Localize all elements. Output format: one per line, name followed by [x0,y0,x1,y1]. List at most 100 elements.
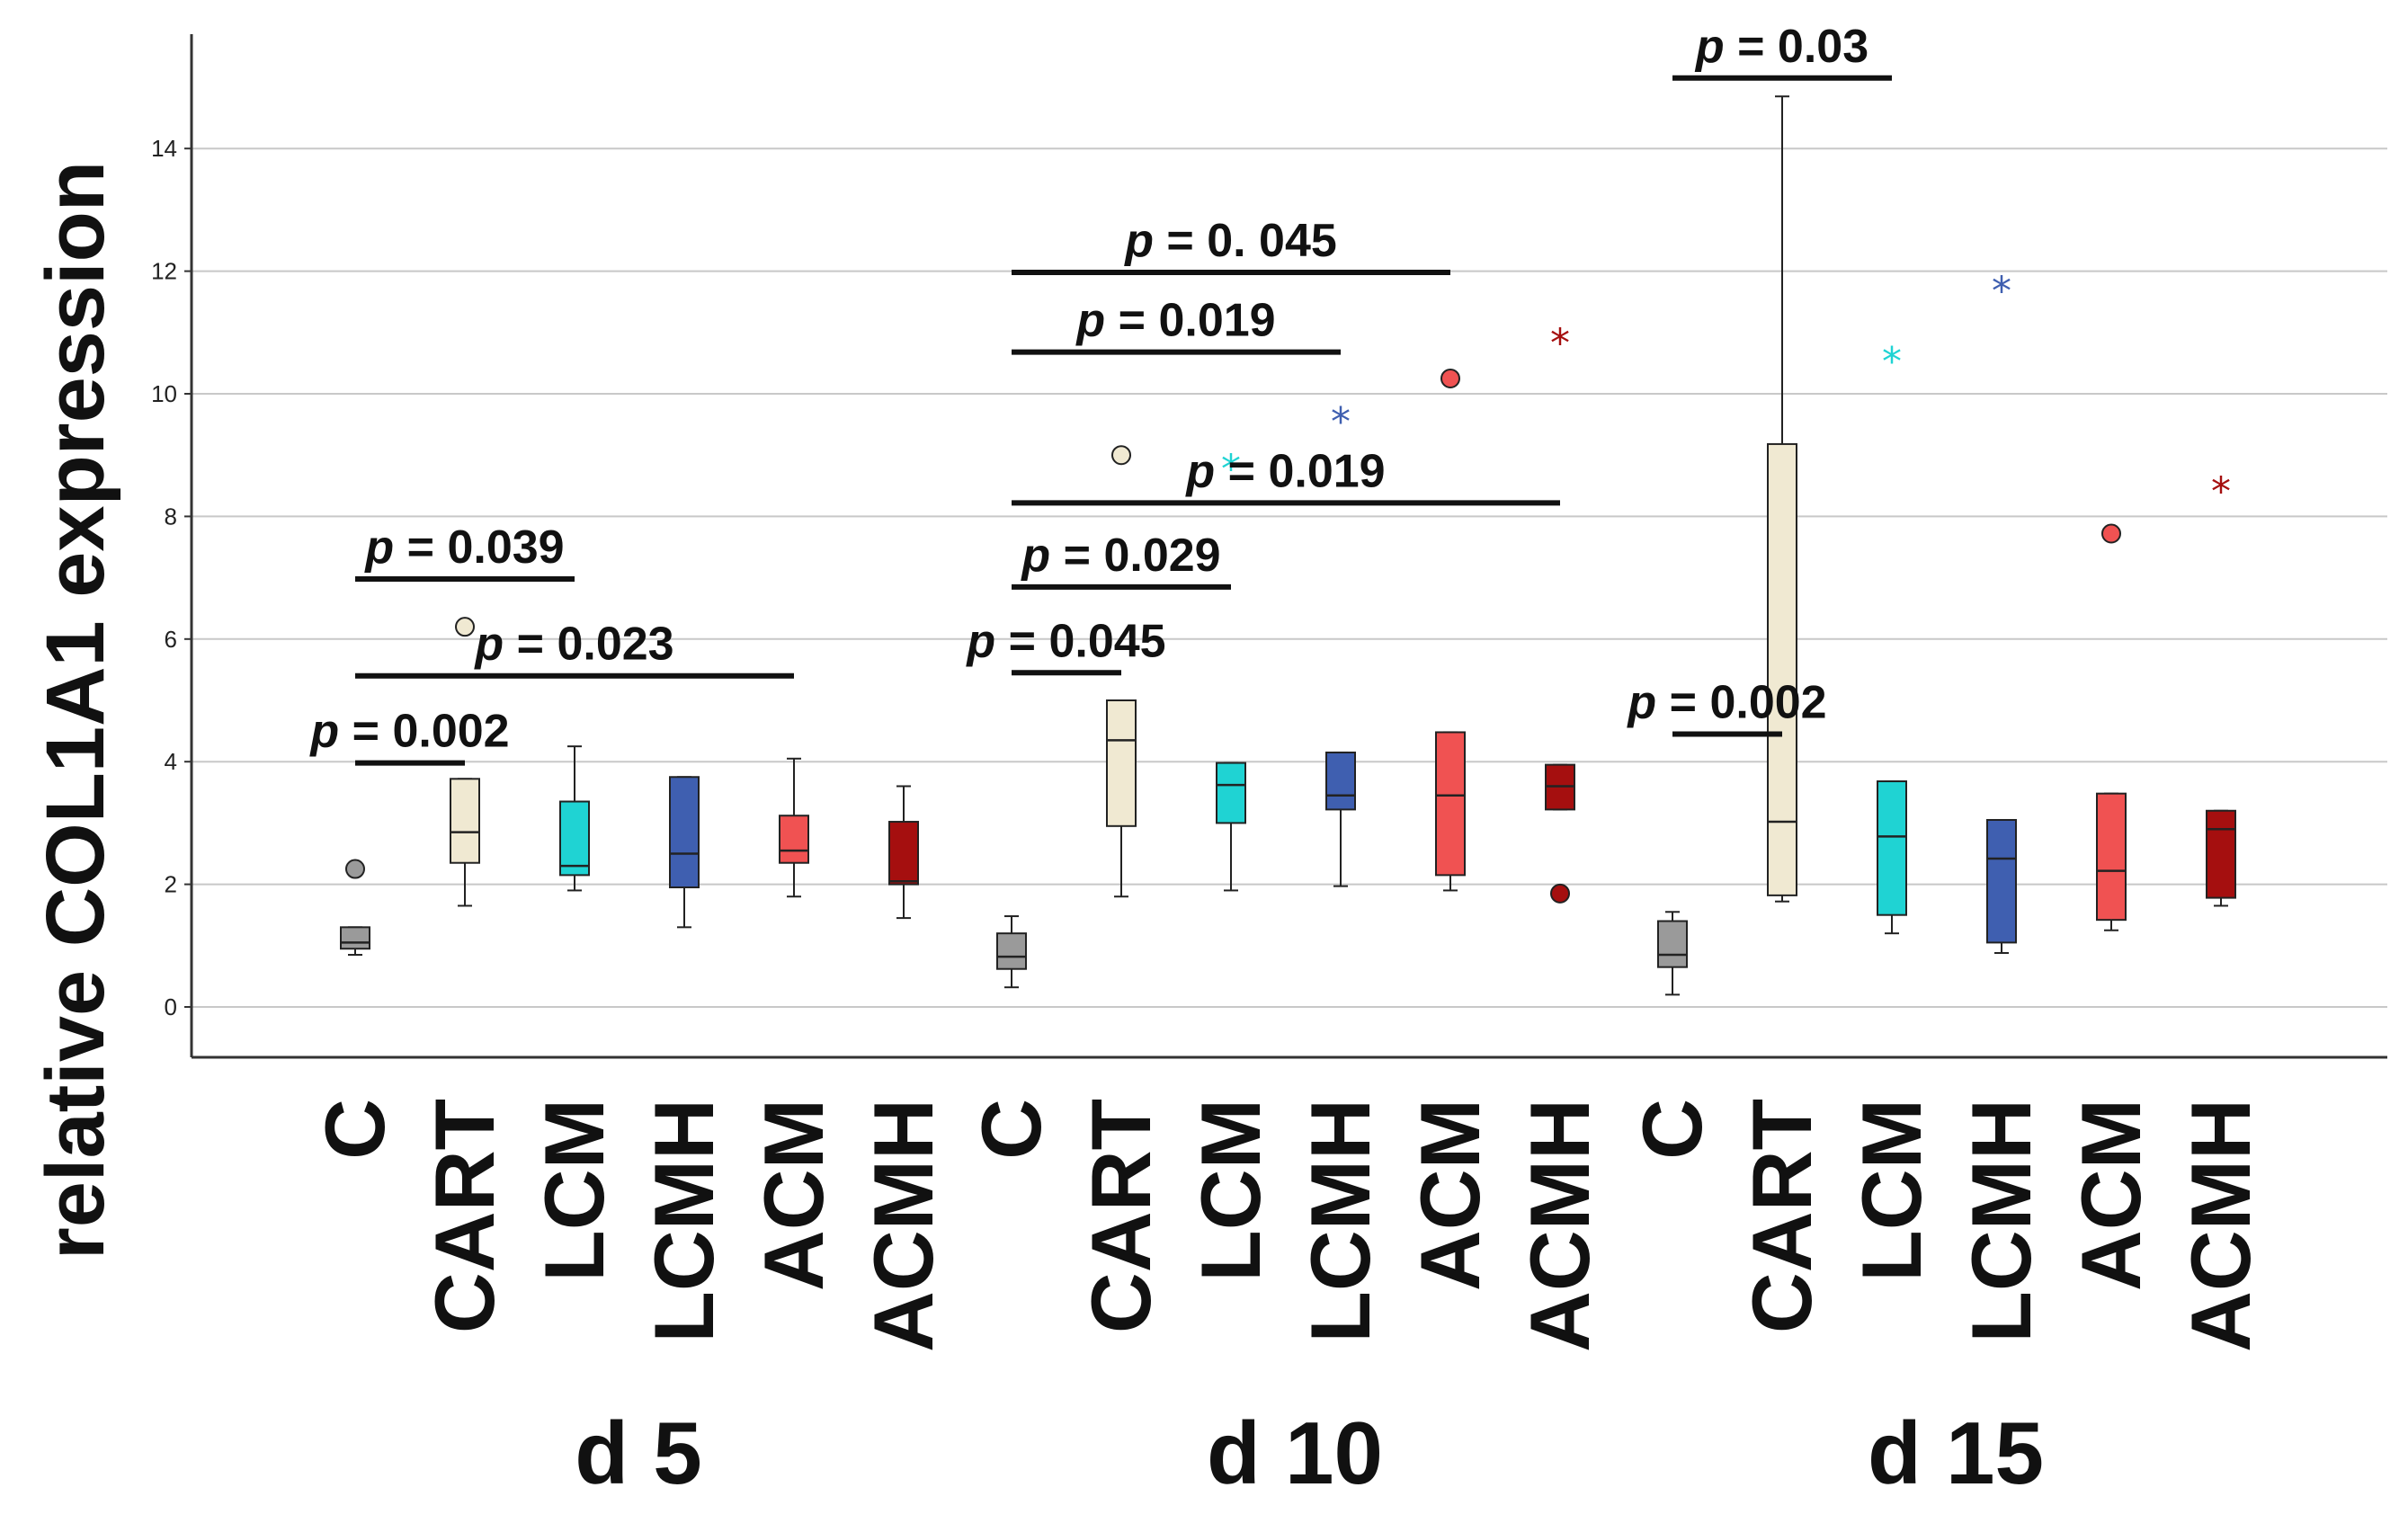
category-label: C [308,1099,402,1160]
box-iqr [779,815,809,864]
box-iqr [2096,792,2127,922]
box-iqr [1435,731,1466,877]
p-value: = 0.03 [1725,21,1868,73]
box-d5-C [340,859,370,957]
category-label: ACMH [1512,1099,1607,1352]
p-value: = 0.045 [995,615,1165,667]
day-label: d 10 [1207,1403,1383,1502]
box-d10-LCM: * [1216,446,1246,892]
significance-annotation: p = 0.002 [308,706,510,766]
outlier-circle [2101,523,2121,544]
outlier-star: * [1882,339,1902,385]
box-series: * * * * * * [340,95,2236,996]
box-iqr [450,778,480,864]
box-d15-C [1657,911,1688,996]
category-label: C [964,1099,1058,1160]
p-value: = 0.023 [504,619,673,671]
day-label: d 15 [1868,1403,2044,1502]
category-label: LCMH [1293,1099,1387,1343]
y-tick-label: 8 [165,503,177,530]
p-value: = 0. 045 [1154,215,1337,267]
box-d15-CART [1767,95,1797,903]
box-d15-ACMH: * [2206,469,2236,907]
significance-label: p = 0.002 [1626,677,1826,729]
significance-label: p = 0.019 [1184,445,1385,497]
p-value: = 0.019 [1215,445,1385,497]
category-label: LCMH [1954,1099,2048,1343]
box-d10-CART [1106,445,1137,898]
box-iqr [1877,780,1907,916]
p-symbol: p [1020,530,1050,582]
significance-label: p = 0. 045 [1123,215,1337,267]
day-label: d 5 [575,1403,702,1502]
p-symbol: p [1075,295,1105,347]
outlier-star: * [2211,469,2231,515]
significance-annotation: p = 0.045 [965,615,1166,676]
significance-label: p = 0.019 [1075,295,1275,347]
p-symbol: p [363,521,394,574]
box-d5-CART [450,617,480,907]
p-symbol: p [473,619,504,671]
outlier-circle [345,859,365,879]
p-value: = 0.019 [1105,295,1275,347]
p-symbol: p [1184,445,1215,497]
box-d10-LCMH: * [1325,399,1356,887]
category-label: CART [417,1099,512,1333]
p-symbol: p [1694,21,1725,73]
p-value: = 0.002 [1656,677,1826,729]
box-iqr [340,926,370,950]
outlier-circle [1111,445,1131,466]
significance-annotation: p = 0.019 [1012,445,1560,506]
y-tick-labels: 0 2 4 6 8 10 12 14 [151,135,192,1020]
y-tick-label: 2 [165,871,177,898]
significance-label: p = 0.023 [473,619,673,671]
significance-annotation: p = 0.03 [1672,21,1892,81]
significance-annotation: p = 0.019 [1012,295,1341,355]
p-symbol: p [1626,677,1656,729]
box-iqr [669,776,700,889]
category-label: ACMH [856,1099,950,1352]
p-symbol: p [1123,215,1154,267]
box-d10-ACM [1435,368,1466,892]
p-value: = 0.002 [339,706,509,758]
day-group-labels: d 5 d 10 d 15 [575,1403,2044,1502]
category-label: LCMH [637,1099,731,1343]
significance-label: p = 0.002 [308,706,509,758]
outlier-star: * [1550,321,1570,367]
significance-label: p = 0.03 [1694,21,1868,73]
gridlines [192,147,2387,1008]
y-tick-label: 14 [151,135,177,162]
significance-annotation: p = 0.023 [355,619,794,679]
category-label: ACMH [2173,1099,2268,1352]
y-tick-label: 4 [165,748,177,775]
significance-annotation: p = 0.029 [1012,530,1231,590]
category-label: LCM [1844,1099,1939,1282]
outlier-star: * [1331,399,1351,445]
box-d5-LCMH [669,776,700,929]
box-iqr [1986,818,2017,944]
box-d5-ACM [779,757,809,898]
category-label: LCM [527,1099,621,1282]
box-iqr [2206,809,2236,899]
box-iqr [559,800,590,877]
box-iqr [1216,762,1246,824]
outlier-star: * [1992,269,2011,315]
outlier-circle [455,617,475,637]
y-axis-label: relative COL1A1 expression [30,161,121,1260]
box-iqr [1767,442,1797,896]
significance-label: p = 0.039 [363,521,564,574]
category-label: CART [1735,1099,1829,1333]
outlier-circle [1440,368,1460,388]
box-d15-ACM [2096,523,2127,931]
y-tick-label: 12 [151,258,177,285]
significance-annotation: p = 0.039 [355,521,575,582]
category-label: ACM [1403,1099,1497,1291]
significance-annotation: p = 0. 045 [1012,215,1450,275]
category-label: ACM [746,1099,841,1291]
p-value: = 0.029 [1050,530,1220,582]
significance-annotation: p = 0.002 [1626,677,1827,737]
y-tick-label: 6 [165,626,177,653]
category-label: LCM [1183,1099,1278,1282]
box-d10-ACMH: * [1545,321,1575,904]
